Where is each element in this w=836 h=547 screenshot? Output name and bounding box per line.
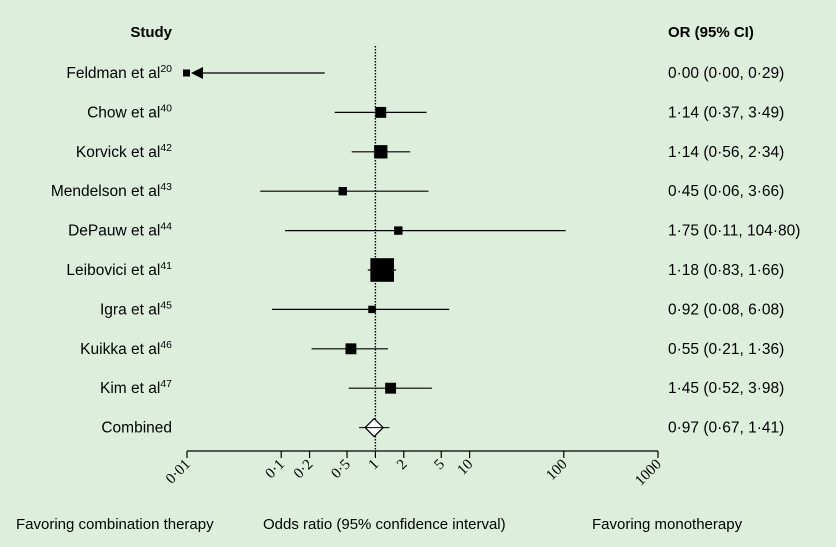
study-row: Kuikka et al46 0·55 (0·21, 1·36) <box>80 339 784 358</box>
study-column-header: Study <box>130 24 172 41</box>
study-label: Feldman et al20 <box>66 63 172 82</box>
study-row: Igra et al45 0·92 (0·08, 6·08) <box>100 299 784 318</box>
study-row: Leibovici et al41 1·18 (0·83, 1·66) <box>66 258 784 282</box>
or-point-marker <box>338 187 347 196</box>
or-ci-value: 0·97 (0·67, 1·41) <box>668 420 784 437</box>
study-label: Korvick et al42 <box>76 142 172 161</box>
study-row: Korvick et al42 1·14 (0·56, 2·34) <box>76 142 784 161</box>
study-row: Mendelson et al43 0·45 (0·06, 3·66) <box>51 181 784 200</box>
x-axis-title: Odds ratio (95% confidence interval) <box>263 516 506 533</box>
or-ci-value: 1·14 (0·56, 2·34) <box>668 144 784 161</box>
study-row: DePauw et al44 1·75 (0·11, 104·80) <box>68 221 800 240</box>
footer-favoring-monotherapy: Favoring monotherapy <box>592 516 743 533</box>
or-ci-value: 0·00 (0·00, 0·29) <box>668 65 784 82</box>
or-point-marker <box>183 69 190 77</box>
study-label: DePauw et al44 <box>68 221 172 240</box>
study-row: Chow et al40 1·14 (0·37, 3·49) <box>87 102 784 121</box>
or-point-marker <box>370 258 394 282</box>
study-label: Chow et al40 <box>87 102 172 121</box>
or-ci-column-header: OR (95% CI) <box>668 24 754 41</box>
study-label: Igra et al45 <box>100 299 172 318</box>
or-point-marker <box>394 226 403 235</box>
or-ci-value: 1·18 (0·83, 1·66) <box>668 262 784 279</box>
combined-row: Combined 0·97 (0·67, 1·41) <box>101 417 784 438</box>
or-point-marker <box>374 145 388 159</box>
study-row: Kim et al47 1·45 (0·52, 3·98) <box>100 378 784 397</box>
or-point-marker <box>385 382 397 394</box>
combined-label: Combined <box>101 420 172 437</box>
or-ci-value: 0·92 (0·08, 6·08) <box>668 301 784 318</box>
study-label: Leibovici et al41 <box>66 260 172 279</box>
study-rows: Feldman et al20 0·00 (0·00, 0·29) Chow et … <box>51 46 800 451</box>
study-label: Kim et al47 <box>100 378 172 397</box>
study-label: Mendelson et al43 <box>51 181 172 200</box>
or-ci-value: 1·45 (0·52, 3·98) <box>668 380 784 397</box>
or-point-marker <box>375 106 387 118</box>
or-ci-value: 0·45 (0·06, 3·66) <box>668 183 784 200</box>
ci-arrow-left <box>191 67 203 79</box>
study-label: Kuikka et al46 <box>80 339 172 358</box>
or-point-marker <box>368 305 376 314</box>
or-ci-value: 1·14 (0·37, 3·49) <box>668 104 784 121</box>
study-row: Feldman et al20 0·00 (0·00, 0·29) <box>66 63 784 82</box>
or-ci-value: 0·55 (0·21, 1·36) <box>668 341 784 358</box>
footer-favoring-combination: Favoring combination therapy <box>16 516 214 533</box>
or-point-marker <box>345 343 357 355</box>
or-ci-value: 1·75 (0·11, 104·80) <box>668 223 800 240</box>
